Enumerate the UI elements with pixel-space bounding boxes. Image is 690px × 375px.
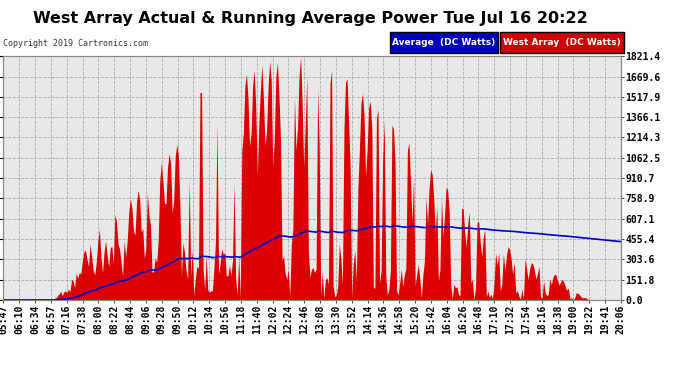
Text: West Array  (DC Watts): West Array (DC Watts) xyxy=(504,38,621,47)
Text: Copyright 2019 Cartronics.com: Copyright 2019 Cartronics.com xyxy=(3,39,148,48)
FancyBboxPatch shape xyxy=(500,32,624,53)
FancyBboxPatch shape xyxy=(390,32,497,53)
Text: Average  (DC Watts): Average (DC Watts) xyxy=(392,38,495,47)
Text: West Array Actual & Running Average Power Tue Jul 16 20:22: West Array Actual & Running Average Powe… xyxy=(33,11,588,26)
